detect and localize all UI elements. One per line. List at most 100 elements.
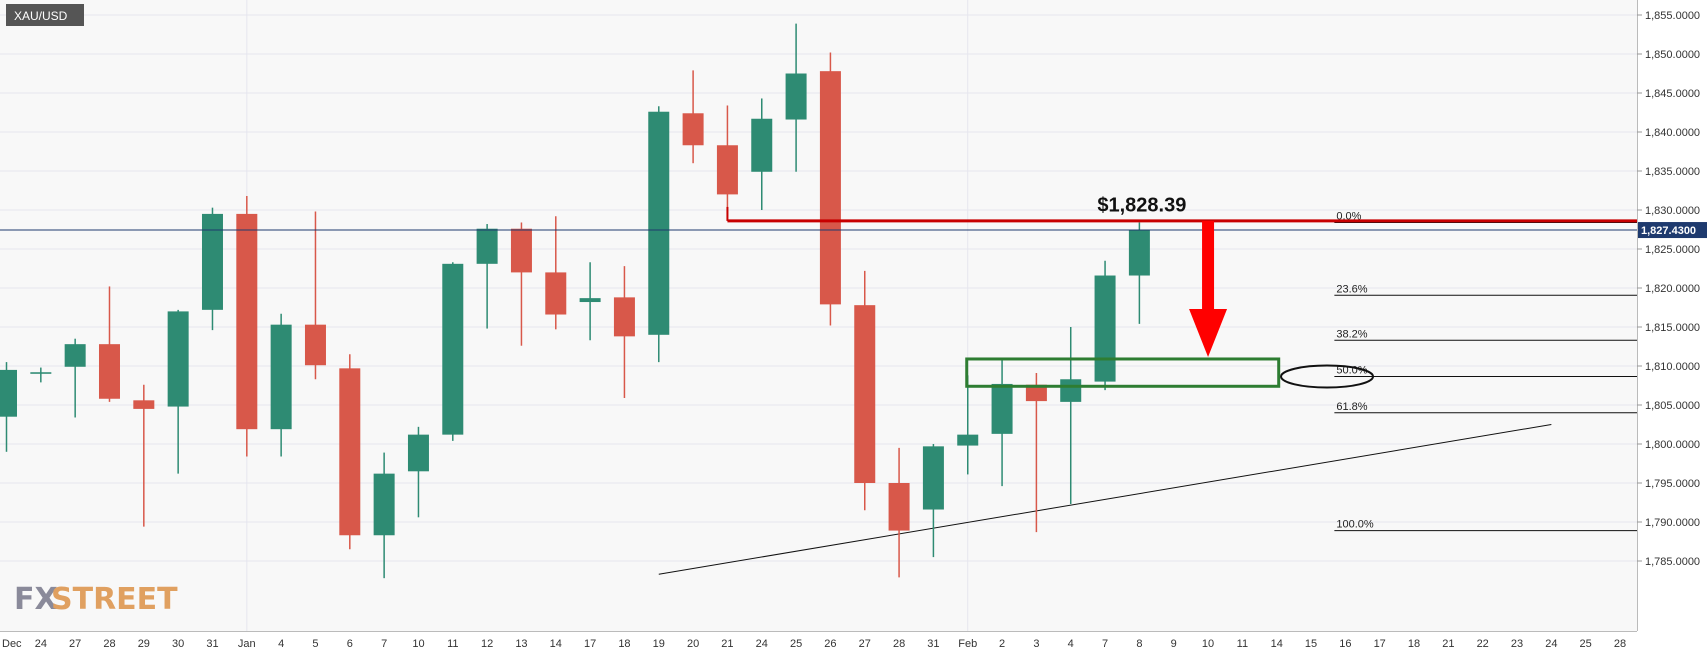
x-tick-label: 23 <box>1511 638 1523 650</box>
candle <box>64 338 86 418</box>
candle <box>98 286 120 402</box>
x-tick-label: 28 <box>1614 638 1626 650</box>
x-tick-label: 24 <box>756 638 768 650</box>
candle <box>270 313 292 457</box>
candle <box>442 262 464 441</box>
candle <box>373 452 395 579</box>
y-tick-label: 1,835.0000 <box>1645 166 1700 178</box>
candle-body <box>785 73 807 120</box>
x-tick-label: 6 <box>347 638 353 650</box>
candle-body <box>30 372 52 374</box>
x-tick-label: 27 <box>859 638 871 650</box>
candle <box>236 195 258 457</box>
candle-body <box>1025 384 1047 402</box>
overlays-group: 1,827.4300 $1,828.39 <box>0 195 1707 389</box>
candle <box>682 70 704 164</box>
fib-level-label: 50.0% <box>1336 365 1367 377</box>
fib-level-label: 23.6% <box>1336 283 1367 295</box>
candle-body <box>922 446 944 510</box>
y-tick-label: 1,785.0000 <box>1645 556 1700 568</box>
candle <box>510 222 532 346</box>
candle-body <box>751 118 773 172</box>
candle <box>476 224 498 329</box>
x-tick-label: 9 <box>1171 638 1177 650</box>
support-zone-box <box>965 357 1281 388</box>
x-tick-label: 18 <box>618 638 630 650</box>
x-tick-label: 14 <box>1271 638 1283 650</box>
candles-group <box>0 23 1150 579</box>
candle <box>991 359 1013 487</box>
candle-body <box>339 368 361 536</box>
x-tick-label: Jan <box>238 638 256 650</box>
x-tick-label: 2 <box>999 638 1005 650</box>
candle <box>648 106 670 363</box>
x-tick-label: 7 <box>1102 638 1108 650</box>
x-tick-label: 31 <box>206 638 218 650</box>
y-tick-label: 1,850.0000 <box>1645 49 1700 61</box>
candle-body <box>819 71 841 305</box>
x-tick-label: 26 <box>824 638 836 650</box>
x-tick-label: 11 <box>447 638 458 650</box>
candle-body <box>579 298 601 303</box>
candle-body <box>510 228 532 273</box>
x-tick-label: 29 <box>138 638 150 650</box>
candle <box>1128 222 1150 324</box>
candle-body <box>0 369 17 417</box>
candle-body <box>613 297 635 337</box>
x-tick-label: 27 <box>69 638 81 650</box>
candle-body <box>270 324 292 430</box>
x-tick-label: 20 <box>687 638 699 650</box>
candle <box>1025 373 1047 533</box>
x-tick-label: 25 <box>790 638 802 650</box>
y-tick-label: 1,800.0000 <box>1645 439 1700 451</box>
fib-50-highlight-ellipse <box>1280 364 1375 389</box>
symbol-badge[interactable]: XAU/USD <box>6 4 84 26</box>
x-tick-label: 15 <box>1305 638 1317 650</box>
candle <box>167 309 189 474</box>
candle <box>133 384 155 527</box>
y-tick-label: 1,795.0000 <box>1645 478 1700 490</box>
current-price-tag <box>1638 222 1707 239</box>
candle <box>579 262 601 341</box>
candle-body <box>64 344 86 367</box>
x-tick-label: 28 <box>893 638 905 650</box>
x-tick-label: 4 <box>1068 638 1074 650</box>
x-tick-label: 5 <box>312 638 318 650</box>
x-tick-label: 10 <box>1202 638 1214 650</box>
high-price-annotation: $1,828.39 <box>1097 195 1186 217</box>
candle <box>854 270 876 511</box>
grid-lines <box>0 0 1637 631</box>
fib-level-label: 100.0% <box>1336 519 1374 531</box>
x-tick-label: 7 <box>381 638 387 650</box>
candle-body <box>304 324 326 366</box>
x-tick-label: 14 <box>550 638 562 650</box>
x-tick-label: 24 <box>35 638 47 650</box>
candle <box>201 207 223 331</box>
y-tick-label: 1,790.0000 <box>1645 517 1700 529</box>
candle <box>407 426 429 518</box>
candle <box>888 447 910 578</box>
candle <box>30 367 52 383</box>
candle <box>819 52 841 326</box>
x-axis: Dec 24 27 28 29 30 31 Jan 4 5 6 7 10 11 12 13 14 17 18 19 20… <box>0 631 1637 650</box>
x-tick-label: 17 <box>1374 638 1386 650</box>
down-arrow <box>1189 220 1228 357</box>
candle <box>0 362 17 452</box>
x-tick-label: 25 <box>1580 638 1592 650</box>
x-tick-label: 18 <box>1408 638 1420 650</box>
candle-body <box>682 113 704 146</box>
x-tick-label: 11 <box>1237 638 1248 650</box>
candle-body <box>98 344 120 399</box>
fibonacci-levels: 0.0%23.6%38.2%50.0%61.8%100.0% <box>1334 211 1637 532</box>
candle-body <box>442 263 464 435</box>
y-tick-label: 1,825.0000 <box>1645 244 1700 256</box>
fib-level-label: 38.2% <box>1336 328 1367 340</box>
x-tick-label: Dec <box>2 638 22 650</box>
candle-body <box>1060 379 1082 402</box>
candle-body <box>648 111 670 335</box>
x-tick-label: 16 <box>1339 638 1351 650</box>
logo-suffix: STREET <box>51 582 178 617</box>
x-tick-label: Feb <box>958 638 977 650</box>
